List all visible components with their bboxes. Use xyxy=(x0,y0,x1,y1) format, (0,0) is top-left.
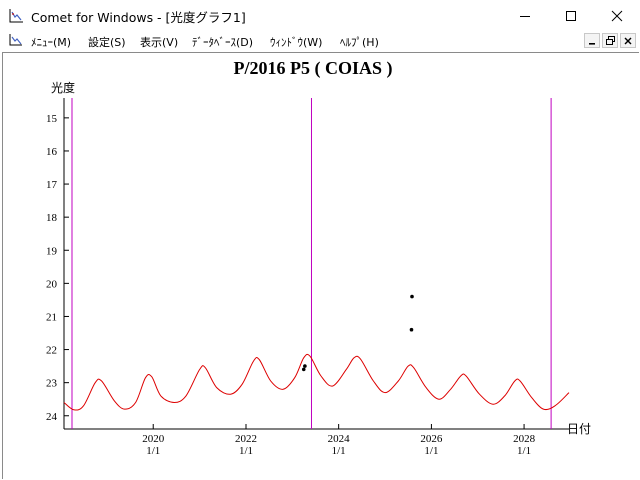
x-tick-label-date: 1/1 xyxy=(332,445,346,457)
mdi-restore-icon xyxy=(605,36,615,45)
mdi-close-button[interactable] xyxy=(620,33,636,48)
y-tick-label: 19 xyxy=(46,245,58,257)
document-icon[interactable] xyxy=(9,33,23,47)
menu-item-menu[interactable]: ﾒﾆｭｰ(M) xyxy=(31,36,72,49)
predicted-magnitude-line xyxy=(63,353,570,411)
y-tick-label: 16 xyxy=(46,146,58,158)
y-tick-label: 24 xyxy=(46,411,58,423)
observation-point xyxy=(409,327,414,332)
x-tick-label-year: 2026 xyxy=(420,433,443,445)
menu-item-view[interactable]: 表示(V) xyxy=(140,36,179,49)
x-tick-label-year: 2028 xyxy=(513,433,536,445)
y-tick-label: 17 xyxy=(46,179,58,191)
x-tick-label-year: 2024 xyxy=(328,433,351,445)
title-bar[interactable]: Comet for Windows - [光度グラフ1] xyxy=(0,0,640,31)
x-tick-label-date: 1/1 xyxy=(239,445,253,457)
maximize-icon xyxy=(566,10,576,21)
minimize-button[interactable] xyxy=(502,0,548,31)
x-tick-label-date: 1/1 xyxy=(517,445,531,457)
mdi-restore-button[interactable] xyxy=(602,33,618,48)
y-tick-label: 20 xyxy=(46,278,58,290)
minimize-icon xyxy=(520,15,530,17)
y-tick-label: 23 xyxy=(46,378,58,390)
y-tick-label: 22 xyxy=(46,345,57,357)
observation-point xyxy=(303,364,307,368)
y-tick-label: 15 xyxy=(46,113,58,125)
menu-item-window[interactable]: ｳｨﾝﾄﾞｳ(W) xyxy=(270,36,323,49)
mdi-minimize-icon xyxy=(589,42,595,45)
window-title: Comet for Windows - [光度グラフ1] xyxy=(31,10,246,25)
observation-point xyxy=(410,294,414,299)
chart-title: P/2016 P5 ( COIAS ) xyxy=(234,58,393,79)
menu-item-help[interactable]: ﾍﾙﾌﾟ(H) xyxy=(340,36,379,49)
mdi-close-icon xyxy=(624,37,632,44)
x-tick-label-year: 2020 xyxy=(142,433,165,445)
graph-document[interactable]: P/2016 P5 ( COIAS ) 光度 日付 15 16 17 18 19 20 21… xyxy=(2,52,639,479)
observation-point xyxy=(301,367,306,372)
menu-bar: ﾒﾆｭｰ(M) 設定(S) 表示(V) ﾃﾞｰﾀﾍﾞｰｽ(D) ｳｨﾝﾄﾞｳ(W… xyxy=(0,31,640,51)
close-button[interactable] xyxy=(594,0,640,31)
y-tick-label: 18 xyxy=(46,212,58,224)
close-icon xyxy=(611,10,623,21)
x-tick-label-year: 2022 xyxy=(235,433,257,445)
x-tick-label-date: 1/1 xyxy=(146,445,160,457)
menu-item-database[interactable]: ﾃﾞｰﾀﾍﾞｰｽ(D) xyxy=(192,36,254,49)
y-tick-label: 21 xyxy=(46,311,57,323)
y-axis-label: 光度 xyxy=(51,80,75,95)
mdi-minimize-button[interactable] xyxy=(584,33,600,48)
menu-item-settings[interactable]: 設定(S) xyxy=(88,36,126,49)
light-curve-chart: P/2016 P5 ( COIAS ) 光度 日付 15 16 17 18 19 20 21… xyxy=(46,58,591,457)
x-tick-label-date: 1/1 xyxy=(424,445,438,457)
graph-axis-icon xyxy=(9,9,23,23)
maximize-button[interactable] xyxy=(548,0,594,31)
x-axis-label: 日付 xyxy=(567,422,591,436)
